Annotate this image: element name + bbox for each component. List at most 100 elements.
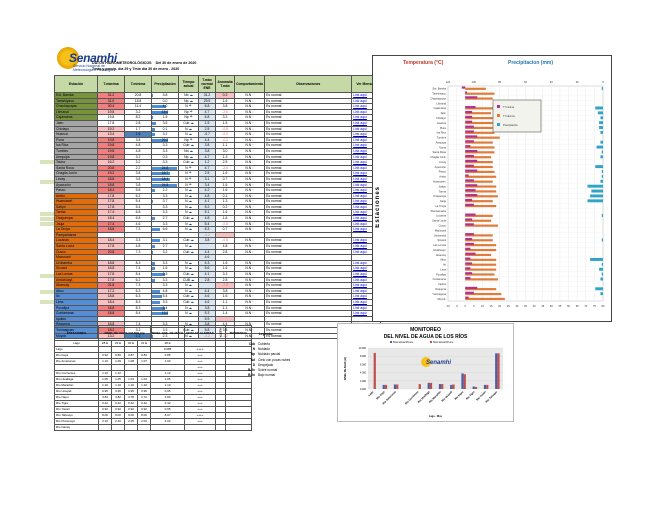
message-link[interactable]: Link aquí xyxy=(353,238,367,243)
message-link[interactable]: Link aquí xyxy=(353,188,367,193)
weather-code: N xyxy=(185,182,189,187)
river-bar xyxy=(427,382,430,389)
precip-value: 3.8 xyxy=(162,93,168,97)
message-link[interactable]: Link aquí xyxy=(353,104,367,109)
weather-icon: ☂ xyxy=(188,104,192,109)
bar-tmax xyxy=(465,151,495,154)
message-link[interactable]: Link aquí xyxy=(353,132,367,137)
arrow-up-icon: ↑ xyxy=(252,154,254,159)
river-row: Río Marañón 1.10 1.10 1.10 1.10 1.10 +++ xyxy=(54,382,252,389)
message-link[interactable]: Link aquí xyxy=(353,216,367,221)
x-tick-label: Río Ucayali xyxy=(440,390,453,403)
message-link[interactable]: Link aquí xyxy=(353,182,367,187)
bar-tmax xyxy=(465,112,492,115)
weather-code: Cub xyxy=(183,299,191,304)
message-link[interactable]: Link aquí xyxy=(353,171,367,176)
message-link[interactable]: Link aquí xyxy=(353,199,367,204)
bar-tmin xyxy=(465,267,471,270)
river-bar xyxy=(495,353,498,389)
weather-icon: ☁ xyxy=(190,277,195,282)
precip-value: 3.3 xyxy=(162,322,168,327)
legend-key: B.Jn xyxy=(248,373,255,378)
trend-cell: N.N ↑ xyxy=(233,265,266,272)
bar-tmax xyxy=(465,248,497,252)
weather-icon: ☂ xyxy=(189,109,193,114)
message-link[interactable]: Link aquí xyxy=(353,283,367,288)
message-link[interactable]: Link aquí xyxy=(353,311,367,316)
message-link[interactable]: Link aquí xyxy=(353,160,367,165)
trend-code: N.N xyxy=(245,126,253,131)
message-link[interactable]: Link aquí xyxy=(353,244,367,249)
column-header: Comportamiento xyxy=(233,75,266,93)
message-link[interactable]: Link aquí xyxy=(353,260,367,265)
message-link[interactable]: Link aquí xyxy=(353,148,367,153)
col-stations: ESTACIONES xyxy=(54,325,99,341)
arrow-up-icon: ↑ xyxy=(252,299,254,304)
message-link[interactable]: Link aquí xyxy=(353,204,367,209)
arrow-up-icon: ↑ xyxy=(252,176,254,181)
arrow-down-icon: ↓ xyxy=(252,137,254,142)
precip-value: 0.1 xyxy=(162,126,168,131)
message-link[interactable]: Link aquí xyxy=(353,126,367,131)
message-link[interactable]: Link aquí xyxy=(353,305,367,310)
column-header: T.mínima xyxy=(124,75,152,93)
bar-tmax xyxy=(465,244,497,247)
weather-icon: ☁ xyxy=(188,311,192,316)
weather-icon: ☁ xyxy=(190,120,194,125)
legend-swatch xyxy=(430,341,432,343)
message-link[interactable]: Link aquí xyxy=(353,98,367,103)
message-link[interactable]: Link aquí xyxy=(353,277,367,282)
message-link[interactable]: Link aquí xyxy=(353,137,367,142)
col-normal-level: NIVEL ENE. DE MAYO xyxy=(149,325,186,341)
bar-precip xyxy=(590,194,603,198)
y-tick-label: 10.000 xyxy=(359,347,367,350)
precip-value: 5.4 xyxy=(162,294,168,299)
message-link[interactable]: Link aquí xyxy=(353,249,367,254)
bar-precip xyxy=(597,111,603,115)
trend-code: N.N xyxy=(245,171,253,176)
river-row: Río Tigre 0.42 0.42 0.42 0.42 0.42 +++ xyxy=(54,400,252,407)
message-link[interactable]: Link aquí xyxy=(353,176,367,181)
message-link[interactable]: Link aquí xyxy=(353,115,367,120)
trend-code: N.N xyxy=(245,182,253,187)
x-tick-label: 35 xyxy=(524,304,527,308)
message-link[interactable]: Link aquí xyxy=(353,165,367,170)
weather-icon: ☁ xyxy=(190,249,194,254)
bar-tmin xyxy=(465,193,478,197)
bar-tmax xyxy=(465,121,493,125)
x-tick-label: 5 xyxy=(473,304,475,308)
trend-code: N.N xyxy=(245,216,253,221)
message-link[interactable]: Link aquí xyxy=(353,210,367,215)
message-link[interactable]: Link aquí xyxy=(353,193,367,198)
message-link[interactable]: Link aquí xyxy=(353,288,367,293)
legend-value: Sobre normal xyxy=(258,367,278,372)
weather-icon: ☂ xyxy=(188,171,192,176)
precip-value: 3.1 xyxy=(162,238,168,243)
message-link[interactable]: Link aquí xyxy=(353,154,367,159)
message-link[interactable]: Link aquí xyxy=(353,227,367,232)
message-link[interactable]: Link aquí xyxy=(353,143,367,148)
legend-value: Nublado xyxy=(258,347,270,352)
message-link[interactable]: Link aquí xyxy=(353,272,367,276)
message-link[interactable]: Link aquí xyxy=(353,299,367,304)
weather-code: N xyxy=(185,188,189,193)
category-label: Urubamba xyxy=(434,233,447,237)
top-tick-label: 80 xyxy=(498,80,501,84)
temperature-precip-chart: Temperatura (°C) Precipitacion (mm) Esta… xyxy=(372,55,612,322)
message-link[interactable]: Link aquí xyxy=(353,120,367,125)
message-link[interactable]: Link aquí xyxy=(353,294,367,299)
trend-code: N.N xyxy=(245,148,253,153)
precip-databar xyxy=(152,250,153,254)
message-link[interactable]: Link aquí xyxy=(353,109,367,114)
row-highlight-marker xyxy=(40,289,54,294)
river-level xyxy=(111,424,125,431)
arrow-up-icon: ↑ xyxy=(252,266,254,271)
precip-databar xyxy=(152,273,165,276)
message-link[interactable]: Link aquí xyxy=(353,266,367,271)
message-link[interactable]: Link aquí xyxy=(353,93,367,97)
message-link[interactable]: Link aquí xyxy=(353,221,367,226)
chart-title-temp: Temperatura (°C) xyxy=(403,60,444,66)
river-normal xyxy=(149,424,186,431)
bar-tmax xyxy=(465,92,495,95)
arrow-down-icon: ↓ xyxy=(252,238,254,243)
